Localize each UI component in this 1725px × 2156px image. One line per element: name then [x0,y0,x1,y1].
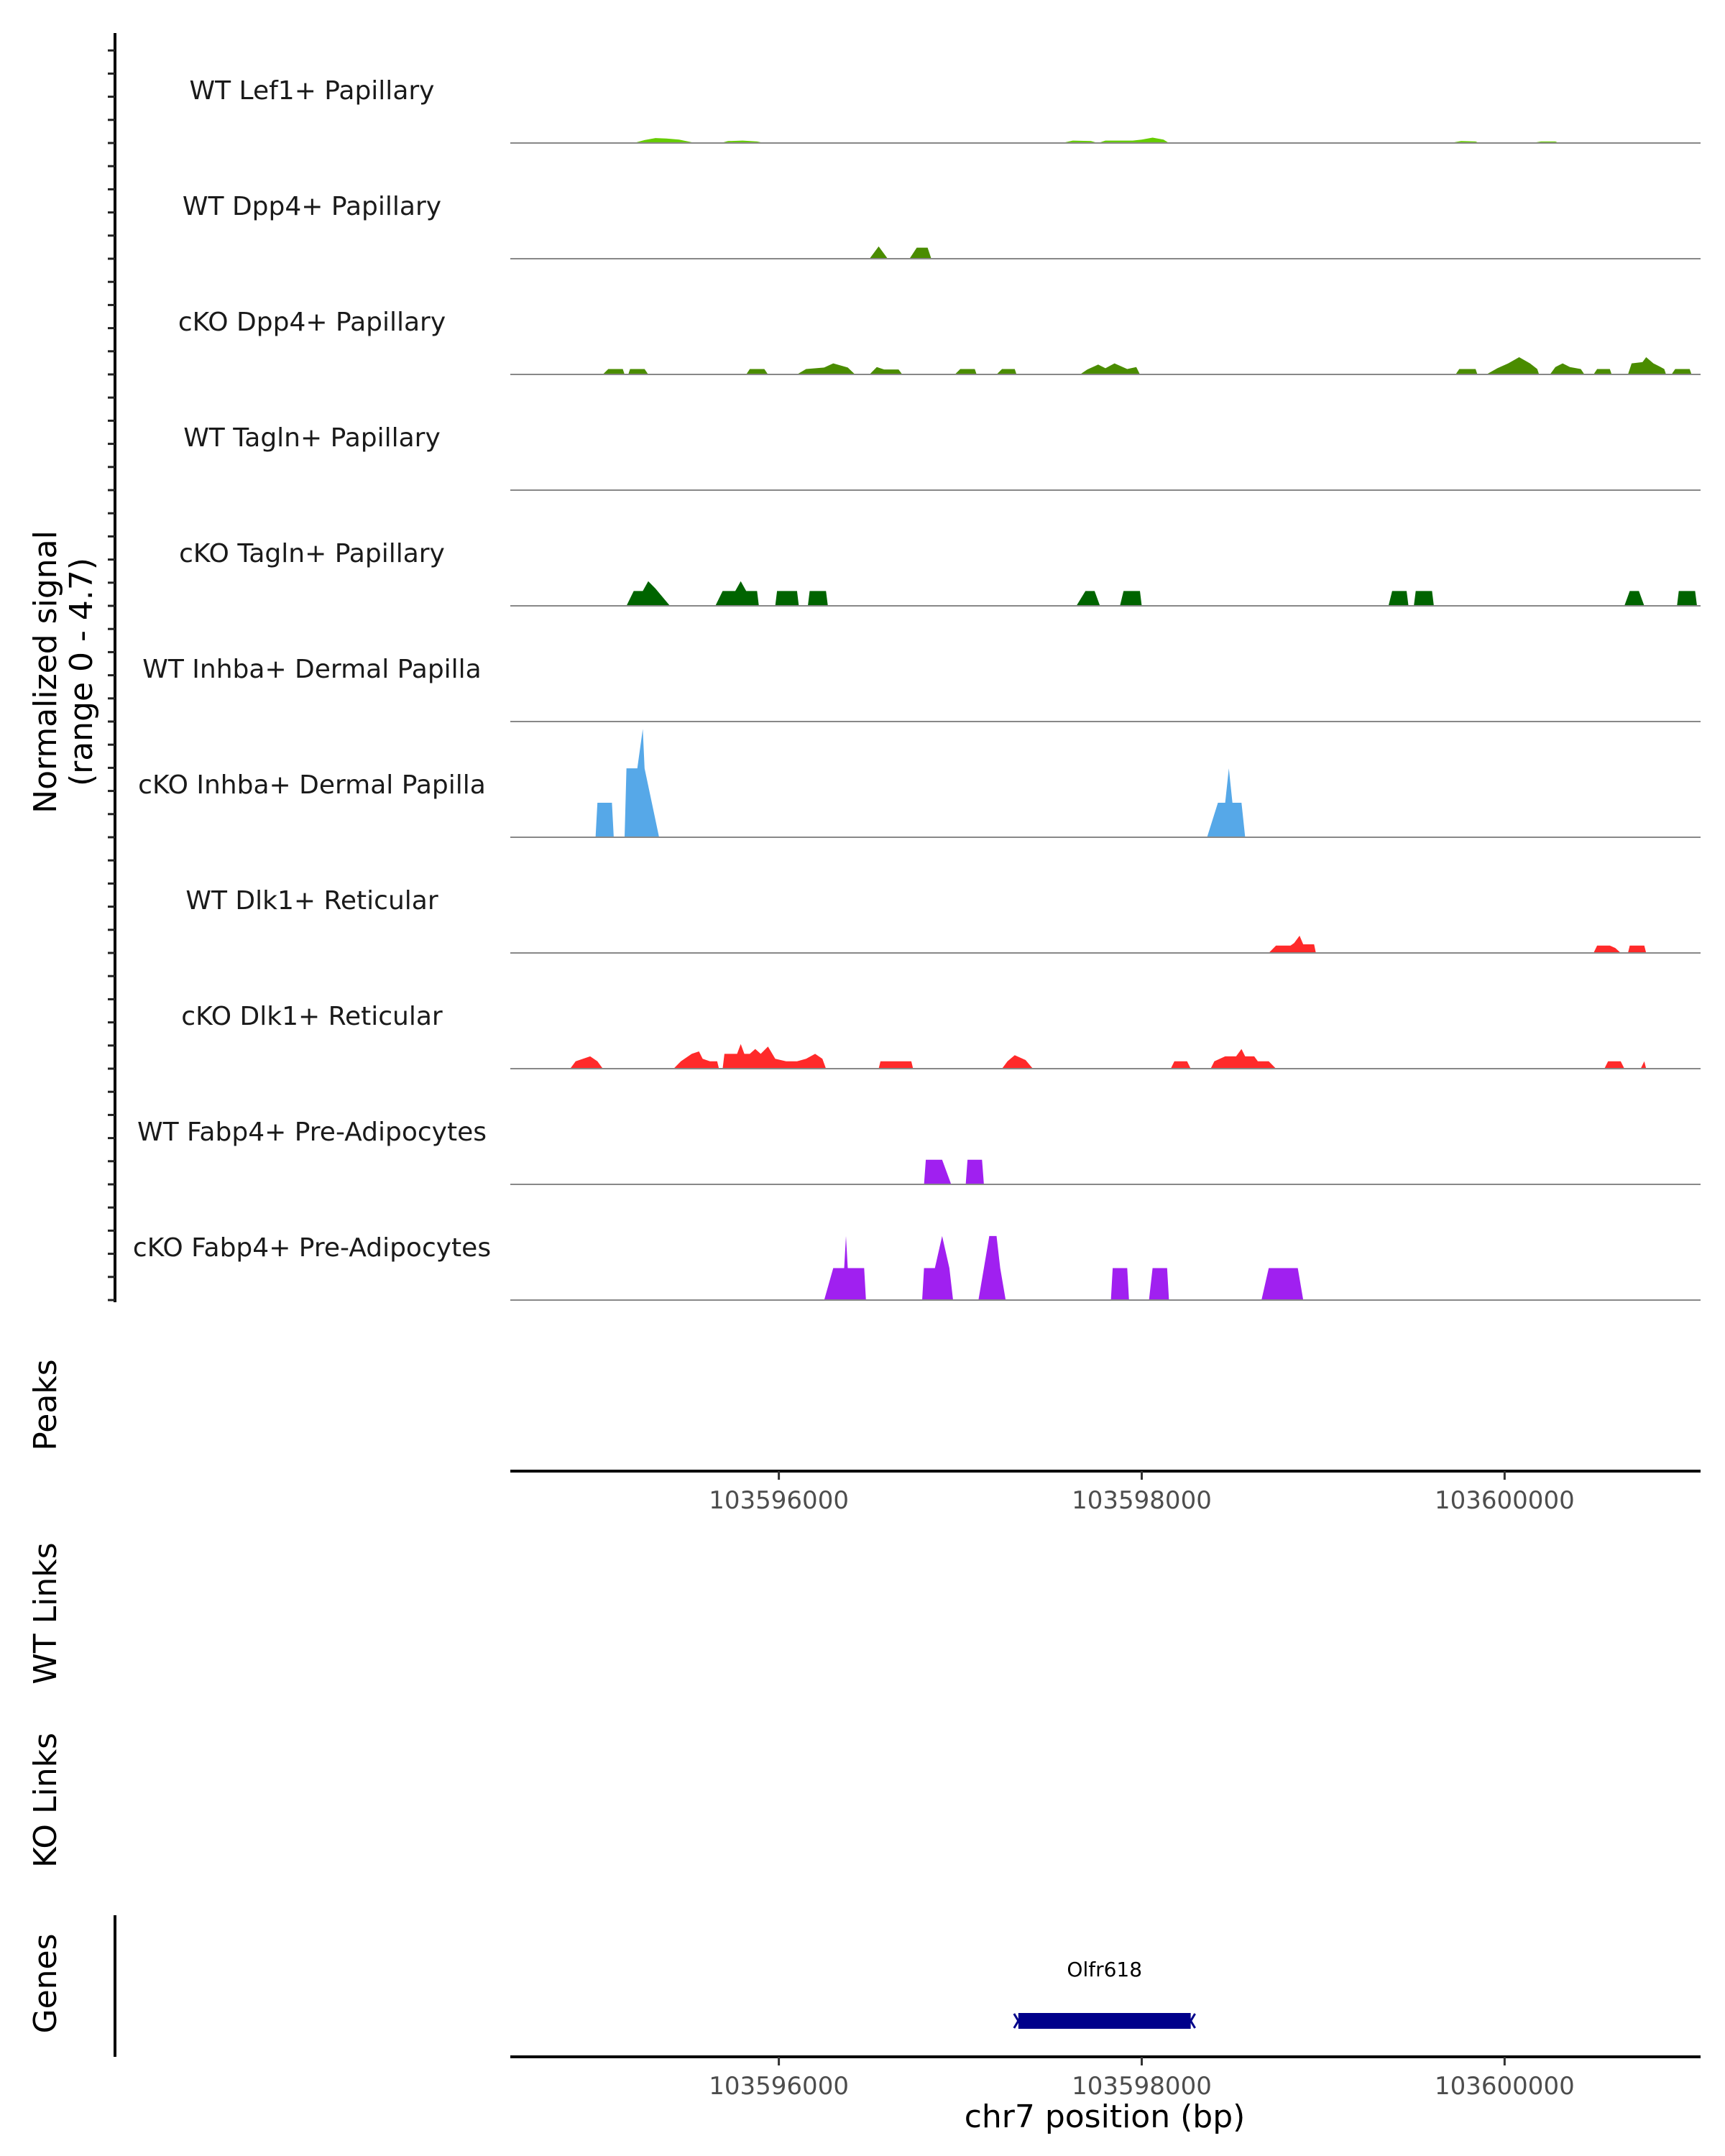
track-1: WT Dpp4+ Papillary [183,192,1701,259]
track-label: WT Lef1+ Papillary [190,76,435,106]
track-signal-area [602,357,1692,374]
x-tick-label: 103600000 [1435,2072,1575,2101]
track-label: WT Inhba+ Dermal Papilla [142,655,481,684]
track-7: WT Dlk1+ Reticular [185,886,1701,954]
track-signal-area [1269,936,1647,953]
track-0: WT Lef1+ Papillary [190,76,1701,144]
ko-links-label: KO Links [27,1733,64,1868]
track-label: cKO Tagln+ Papillary [179,539,445,568]
y-axis-range: (range 0 - 4.7) [63,558,100,786]
track-label: cKO Fabp4+ Pre-Adipocytes [133,1233,491,1263]
y-axis-title: Normalized signal [27,530,64,814]
strand-marker-icon [1013,2013,1024,2029]
track-label: WT Dpp4+ Papillary [183,192,441,221]
track-signal-area [924,1159,984,1184]
track-label: WT Tagln+ Papillary [183,423,441,453]
track-signal-area [595,729,1246,837]
track-4: cKO Tagln+ Papillary [179,539,1701,607]
x-tick-label: 103598000 [1072,2072,1212,2101]
x-axis-title: chr7 position (bp) [965,2099,1246,2135]
track-signal-area [633,137,1560,143]
track-label: WT Fabp4+ Pre-Adipocytes [137,1118,487,1147]
track-10: cKO Fabp4+ Pre-Adipocytes [133,1233,1701,1301]
track-signal-area [570,1044,1647,1069]
x-tick-label: 103596000 [709,2072,849,2101]
track-2: cKO Dpp4+ Papillary [178,308,1701,375]
gene-body [1018,2013,1191,2029]
track-signal-area [824,1235,1304,1300]
wt-links-label: WT Links [27,1542,64,1684]
gene-0: Olfr618 [1013,1958,1196,2029]
track-6: cKO Inhba+ Dermal Papilla [138,729,1701,838]
gene-name-label: Olfr618 [1067,1958,1142,1981]
peaks-x-axis: 103596000 103598000 103600000 [709,1471,1575,1515]
coverage-tracks: WT Lef1+ Papillary WT Dpp4+ Papillary cKO … [133,76,1701,1301]
genes-panel-label: Genes [27,1933,64,2033]
signal-axis [108,33,116,1302]
x-tick-label: 103600000 [1435,1486,1575,1515]
strand-marker-icon [1185,2013,1196,2029]
peaks-panel-label: Peaks [27,1359,64,1450]
track-3: WT Tagln+ Papillary [183,423,1701,491]
genes-x-axis: 103596000 103598000 103600000 [709,2057,1575,2101]
track-signal-area [869,246,932,259]
track-8: cKO Dlk1+ Reticular [181,1002,1701,1069]
track-signal-area [626,581,1697,606]
track-9: WT Fabp4+ Pre-Adipocytes [137,1118,1701,1185]
x-tick-label: 103596000 [709,1486,849,1515]
genes-panel: Olfr618 [1013,1958,1196,2029]
track-label: cKO Inhba+ Dermal Papilla [138,770,486,800]
x-tick-label: 103598000 [1072,1486,1212,1515]
track-label: cKO Dlk1+ Reticular [181,1002,443,1031]
track-5: WT Inhba+ Dermal Papilla [142,655,1701,722]
track-label: cKO Dpp4+ Papillary [178,308,446,337]
track-label: WT Dlk1+ Reticular [185,886,438,916]
